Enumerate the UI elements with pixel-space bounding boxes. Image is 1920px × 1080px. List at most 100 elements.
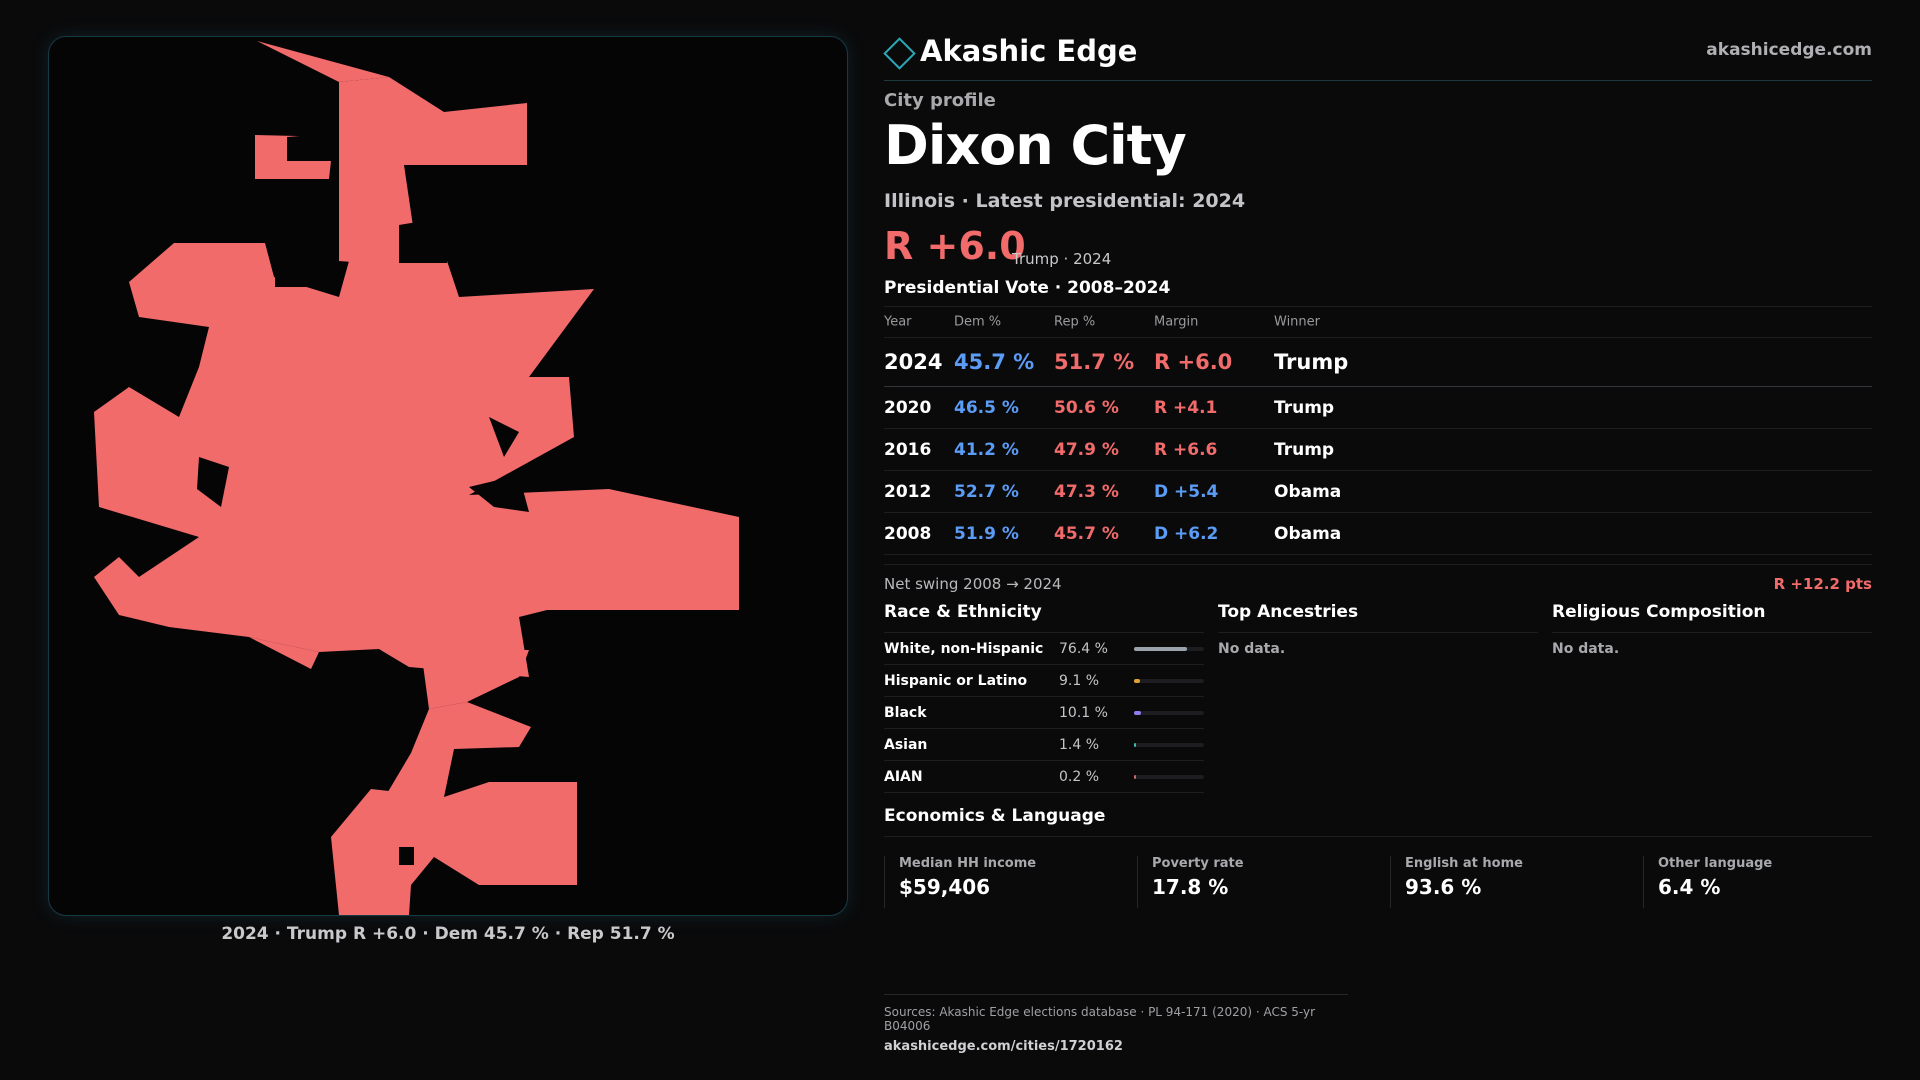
row-year: 2012 [884, 481, 932, 502]
row-margin: D +6.2 [1154, 523, 1219, 544]
col-margin: Margin [1154, 314, 1199, 330]
row-winner: Trump [1274, 397, 1335, 418]
stat-label: English at home [1405, 856, 1523, 871]
ancestries-section: Top Ancestries No data. [1218, 602, 1538, 657]
row-dem: 41.2 % [954, 439, 1019, 460]
ancestries-empty: No data. [1218, 641, 1286, 657]
row-rep: 50.6 % [1054, 397, 1119, 418]
col-year: Year [884, 314, 912, 330]
race-section: Race & Ethnicity White, non-Hispanic 76.… [884, 602, 1204, 793]
race-bar [1134, 679, 1204, 683]
latest-margin-note: Trump · 2024 [1012, 250, 1112, 268]
vote-table-header: Year Dem % Rep % Margin Winner [884, 306, 1872, 338]
row-winner: Obama [1274, 481, 1342, 502]
row-winner: Trump [1274, 350, 1349, 374]
table-row: 2012 52.7 % 47.3 % D +5.4 Obama [884, 471, 1872, 513]
row-rep: 45.7 % [1054, 523, 1119, 544]
row-margin: R +6.0 [1154, 350, 1233, 374]
row-year: 2024 [884, 350, 943, 374]
race-label: White, non-Hispanic [884, 641, 1044, 657]
row-year: 2016 [884, 439, 932, 460]
row-dem: 46.5 % [954, 397, 1019, 418]
table-row: 2020 46.5 % 50.6 % R +4.1 Trump [884, 387, 1872, 429]
site-header: Akashic Edge akashicedge.com [883, 34, 1872, 81]
race-bar [1134, 775, 1204, 779]
row-year: 2008 [884, 523, 932, 544]
race-label: AIAN [884, 769, 923, 785]
race-bar-fill [1134, 679, 1141, 683]
race-bar [1134, 711, 1204, 715]
table-row: 2016 41.2 % 47.9 % R +6.6 Trump [884, 429, 1872, 471]
city-boundary-shape [94, 41, 739, 915]
map-holes [197, 133, 529, 865]
row-dem: 45.7 % [954, 350, 1035, 374]
stat-median-income: Median HH income $59,406 [884, 856, 1119, 908]
race-list: White, non-Hispanic 76.4 % Hispanic or L… [884, 633, 1204, 793]
sources-url[interactable]: akashicedge.com/cities/1720162 [884, 1039, 1123, 1054]
col-rep: Rep % [1054, 314, 1096, 330]
table-row: 2024 45.7 % 51.7 % R +6.0 Trump [884, 338, 1872, 387]
row-margin: R +4.1 [1154, 397, 1218, 418]
col-dem: Dem % [954, 314, 1002, 330]
page-eyebrow: City profile [884, 90, 996, 111]
city-map-panel [48, 36, 848, 916]
page-title: Dixon City [884, 114, 1187, 177]
site-link[interactable]: akashicedge.com [1706, 40, 1872, 60]
row-dem: 52.7 % [954, 481, 1019, 502]
race-pct: 76.4 % [1059, 641, 1108, 657]
stat-value: 17.8 % [1152, 875, 1229, 899]
economics-heading: Economics & Language [884, 806, 1872, 837]
stat-value: $59,406 [899, 875, 991, 899]
religion-section: Religious Composition No data. [1552, 602, 1872, 657]
stat-other-language: Other language 6.4 % [1643, 856, 1858, 908]
list-item: Hispanic or Latino 9.1 % [884, 665, 1204, 697]
race-pct: 10.1 % [1059, 705, 1108, 721]
net-swing-label: Net swing 2008 → 2024 [884, 575, 1062, 593]
race-bar [1134, 647, 1204, 651]
race-label: Hispanic or Latino [884, 673, 1028, 689]
row-year: 2020 [884, 397, 932, 418]
row-winner: Obama [1274, 523, 1342, 544]
row-dem: 51.9 % [954, 523, 1019, 544]
list-item: White, non-Hispanic 76.4 % [884, 633, 1204, 665]
stat-value: 93.6 % [1405, 875, 1482, 899]
race-pct: 1.4 % [1059, 737, 1100, 753]
row-winner: Trump [1274, 439, 1335, 460]
latest-margin: R +6.0 [884, 224, 1026, 268]
row-margin: R +6.6 [1154, 439, 1218, 460]
race-bar-fill [1134, 743, 1136, 747]
sources-text: Sources: Akashic Edge elections database… [884, 1005, 1316, 1033]
race-pct: 0.2 % [1059, 769, 1100, 785]
list-item: AIAN 0.2 % [884, 761, 1204, 793]
map-caption: 2024 · Trump R +6.0 · Dem 45.7 % · Rep 5… [221, 924, 675, 944]
row-rep: 51.7 % [1054, 350, 1135, 374]
stat-label: Median HH income [899, 856, 1037, 871]
stat-label: Other language [1658, 856, 1773, 871]
sources-footer: Sources: Akashic Edge elections database… [884, 994, 1348, 1054]
stat-english-at-home: English at home 93.6 % [1390, 856, 1625, 908]
net-swing-value: R +12.2 pts [1773, 575, 1872, 593]
row-rep: 47.9 % [1054, 439, 1119, 460]
race-label: Asian [884, 737, 928, 753]
race-bar [1134, 743, 1204, 747]
race-bar-fill [1134, 647, 1188, 651]
diamond-icon [883, 37, 916, 70]
list-item: Asian 1.4 % [884, 729, 1204, 761]
brand-name[interactable]: Akashic Edge [920, 34, 1138, 68]
stat-label: Poverty rate [1152, 856, 1244, 871]
page-subtitle: Illinois · Latest presidential: 2024 [884, 190, 1246, 212]
list-item: Black 10.1 % [884, 697, 1204, 729]
race-heading: Race & Ethnicity [884, 602, 1204, 633]
net-swing: Net swing 2008 → 2024 R +12.2 pts [884, 564, 1872, 593]
vote-table: Year Dem % Rep % Margin Winner 2024 45.7… [884, 306, 1872, 555]
stat-poverty-rate: Poverty rate 17.8 % [1137, 856, 1372, 908]
table-row: 2008 51.9 % 45.7 % D +6.2 Obama [884, 513, 1872, 555]
race-bar-fill [1134, 775, 1136, 779]
race-pct: 9.1 % [1059, 673, 1100, 689]
ancestries-heading: Top Ancestries [1218, 602, 1538, 633]
row-margin: D +5.4 [1154, 481, 1219, 502]
vote-table-heading: Presidential Vote · 2008–2024 [884, 278, 1171, 298]
religion-empty: No data. [1552, 641, 1620, 657]
race-label: Black [884, 705, 927, 721]
race-bar-fill [1134, 711, 1142, 715]
